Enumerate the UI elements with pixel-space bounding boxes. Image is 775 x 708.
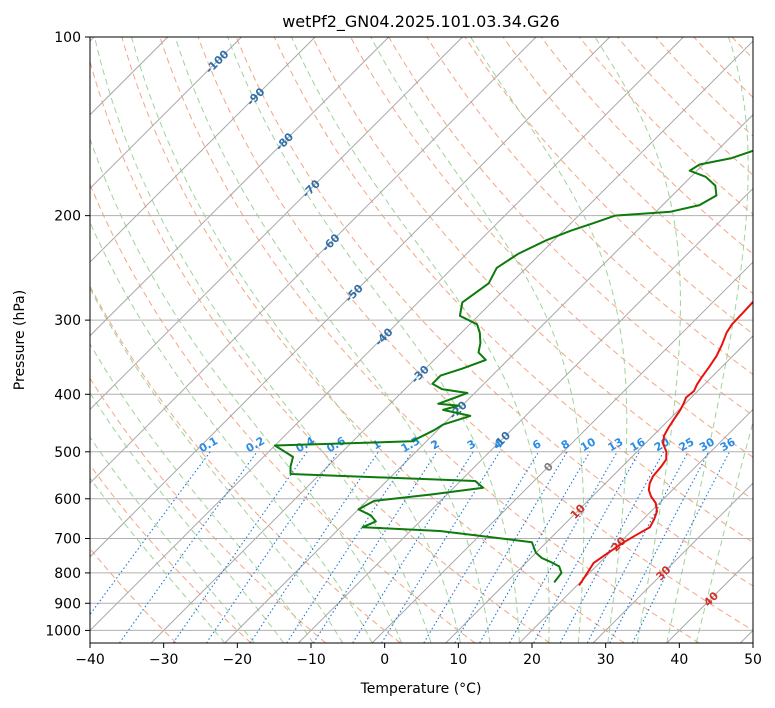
mixing-ratio-line	[249, 451, 379, 643]
dry-adiabat	[90, 464, 252, 643]
x-tick-label: −30	[149, 652, 179, 668]
y-tick-label: 1000	[45, 623, 81, 639]
y-axis-title: Pressure (hPa)	[12, 290, 28, 390]
isotherm-line	[90, 37, 537, 484]
moist-adiabat	[90, 343, 314, 643]
mixing-ratio-line	[119, 451, 258, 643]
moist-adiabat	[90, 287, 344, 643]
y-tick-label: 800	[54, 566, 81, 582]
moist-adiabat	[174, 37, 491, 643]
mixing-ratio-line	[632, 451, 730, 643]
mixing-ratio-line	[313, 451, 438, 643]
x-tick-label: 20	[523, 652, 541, 668]
isotherm-line	[592, 482, 753, 643]
isotherm-line	[90, 37, 316, 263]
sounding-profiles	[273, 149, 753, 587]
chart-title: wetPf2_GN04.2025.101.03.34.G26	[282, 12, 560, 32]
mixing-ratio-line	[586, 451, 689, 643]
moist-adiabat	[666, 37, 749, 643]
mixing-ratio-line	[90, 451, 211, 616]
dry-adiabats	[90, 37, 753, 643]
moist-adiabat	[291, 37, 550, 643]
mixing-ratio-line	[205, 451, 339, 643]
dry-adiabat	[502, 37, 753, 295]
x-tick-label: 0	[380, 652, 389, 668]
moist-adiabat	[90, 477, 226, 643]
plot-frame	[89, 36, 754, 644]
dry-adiabat	[121, 37, 625, 643]
y-axis-ticks: 100 200 300 400 500 600 700 800 900 1000	[45, 30, 90, 639]
y-tick-label: 400	[54, 387, 81, 403]
dry-adiabat	[197, 37, 753, 631]
moist-adiabat	[695, 420, 753, 643]
x-tick-label: −20	[223, 652, 253, 668]
isotherm-line	[90, 37, 684, 632]
y-tick-label: 200	[54, 209, 81, 225]
background-lines	[90, 37, 753, 643]
x-axis-ticks: −40 −30 −20 −10 0 10 20 30 40 50	[75, 643, 762, 668]
isotherm-line	[150, 40, 753, 643]
mixing-ratio-lines	[90, 451, 730, 643]
moist-adiabat	[90, 392, 285, 643]
y-tick-label: 900	[54, 596, 81, 612]
moist-adiabat	[470, 37, 628, 643]
x-tick-label: 40	[670, 652, 688, 668]
mixing-ratio-line	[559, 451, 665, 643]
y-tick-label: 300	[54, 313, 81, 329]
isotherm-line	[445, 335, 753, 643]
dry-adiabat	[235, 37, 753, 587]
x-tick-label: 10	[449, 652, 467, 668]
dry-adiabat	[90, 59, 551, 643]
x-tick-label: 50	[744, 652, 762, 668]
mixing-ratio-line	[352, 451, 474, 643]
mixing-ratio-line	[172, 451, 308, 643]
dry-adiabat	[159, 37, 700, 643]
x-tick-label: −10	[296, 652, 326, 668]
mixing-ratio-line	[533, 451, 640, 643]
x-tick-label: −40	[75, 652, 105, 668]
moist-adiabat	[227, 37, 520, 643]
dry-adiabat	[273, 37, 753, 543]
temperature-profile-line	[578, 300, 753, 587]
dewpoint-profile-line	[273, 149, 753, 584]
y-tick-label: 700	[54, 532, 81, 548]
mixing-ratio-line	[509, 451, 618, 643]
moist-adiabat	[90, 436, 255, 643]
y-tick-label: 600	[54, 492, 81, 508]
skewed-isotherms	[90, 37, 753, 643]
dry-adiabat	[464, 37, 753, 335]
moist-adiabat	[131, 37, 461, 643]
moist-adiabat	[370, 37, 585, 643]
x-axis-title: Temperature (°C)	[360, 681, 482, 697]
dry-adiabat	[90, 377, 327, 643]
isotherm-line	[371, 261, 753, 643]
isotherm-line	[90, 37, 242, 190]
mixing-ratio-line	[286, 451, 413, 643]
isotherm-line	[90, 37, 390, 337]
mixing-ratio-line	[423, 451, 540, 643]
y-tick-label: 500	[54, 445, 81, 461]
plot-area	[90, 37, 753, 643]
isotherm-line	[90, 37, 463, 411]
isotherm-line	[519, 408, 753, 643]
isotherm-line	[90, 37, 611, 558]
moist-adiabat	[594, 37, 682, 643]
isotherm-line	[224, 114, 753, 643]
y-tick-label: 100	[54, 30, 81, 46]
moist-adiabat	[94, 37, 432, 643]
x-tick-label: 30	[597, 652, 615, 668]
isotherm-line	[298, 187, 753, 643]
moist-adiabat	[90, 220, 373, 643]
